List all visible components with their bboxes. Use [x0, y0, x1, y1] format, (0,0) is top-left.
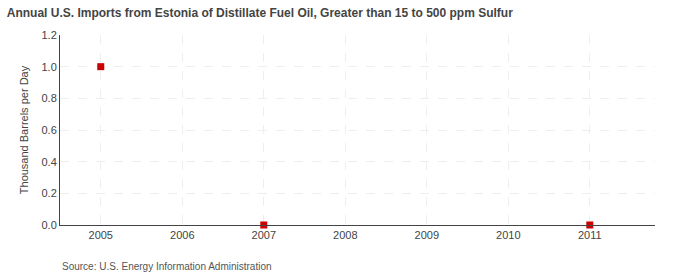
svg-text:2005: 2005	[89, 229, 113, 241]
svg-text:0.8: 0.8	[42, 92, 57, 104]
svg-text:0.4: 0.4	[42, 156, 57, 168]
svg-text:0.2: 0.2	[42, 187, 57, 199]
svg-text:0.0: 0.0	[42, 219, 57, 231]
svg-text:2009: 2009	[415, 229, 439, 241]
svg-text:Source: U.S. Energy Informatio: Source: U.S. Energy Information Administ…	[62, 261, 272, 272]
svg-text:2006: 2006	[170, 229, 194, 241]
svg-text:Annual U.S. Imports from Eston: Annual U.S. Imports from Estonia of Dist…	[7, 6, 513, 20]
svg-text:Thousand Barrels per Day: Thousand Barrels per Day	[18, 65, 30, 194]
svg-text:2007: 2007	[252, 229, 276, 241]
svg-text:2010: 2010	[496, 229, 520, 241]
svg-text:0.6: 0.6	[42, 124, 57, 136]
svg-text:2011: 2011	[578, 229, 602, 241]
svg-text:2008: 2008	[333, 229, 357, 241]
svg-text:1.2: 1.2	[42, 29, 57, 41]
svg-text:1.0: 1.0	[42, 61, 57, 73]
